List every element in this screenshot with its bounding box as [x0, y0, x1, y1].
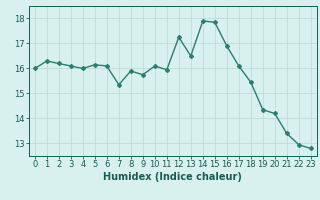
X-axis label: Humidex (Indice chaleur): Humidex (Indice chaleur) — [103, 172, 242, 182]
